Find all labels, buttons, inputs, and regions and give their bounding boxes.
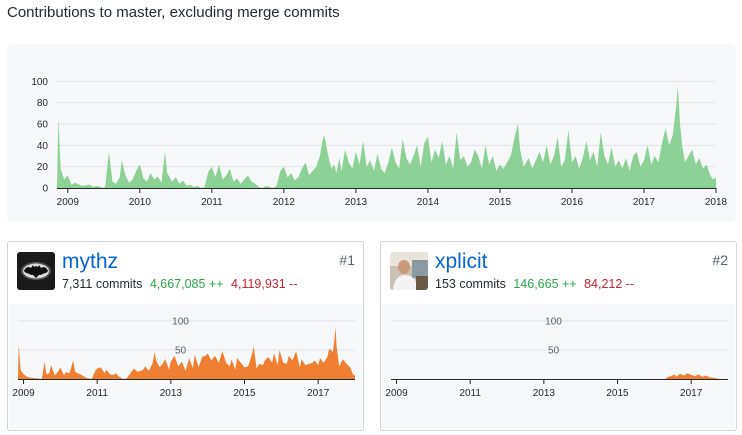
- x-tick-label: 2015: [233, 388, 256, 399]
- x-tick-label: 2016: [561, 197, 584, 208]
- y-tick-label: 100: [545, 316, 562, 327]
- y-tick-label: 50: [175, 345, 187, 356]
- x-tick-label: 2011: [86, 388, 108, 399]
- page-heading: Contributions to master, excluding merge…: [7, 4, 340, 21]
- x-tick-label: 2009: [385, 388, 408, 399]
- commit-count-link[interactable]: 7,311 commits: [62, 277, 143, 291]
- y-tick-label: 50: [548, 345, 560, 356]
- x-tick-label: 2013: [533, 388, 556, 399]
- contributor-card-mythz: mythz 7,311 commits 4,667,085 ++ 4,119,9…: [7, 241, 364, 431]
- contributor-card-xplicit: xplicit 153 commits 146,665 ++ 84,212 --…: [380, 241, 737, 431]
- contributor-chart-mythz[interactable]: 50 100 2009 2011 2013 2015 2017: [9, 304, 362, 428]
- x-tick-label: 2015: [606, 388, 629, 399]
- deletions-count: 84,212 --: [584, 277, 635, 291]
- mini-chart-svg: 50 100 2009 2011 2013 2015 2017: [12, 316, 355, 399]
- additions-count: 146,665 ++: [513, 277, 577, 291]
- contributor-area-mythz: [18, 326, 355, 379]
- contributor-rank: #1: [339, 252, 355, 268]
- deletions-count: 4,119,931 --: [231, 277, 298, 291]
- x-tick-label: 2009: [57, 197, 80, 208]
- y-tick-label: 0: [42, 184, 48, 195]
- contributor-area-xplicit: [665, 373, 721, 379]
- x-tick-label: 2017: [633, 197, 656, 208]
- main-contributions-chart[interactable]: 0 20 40 60 80 100 2009 2010 2011 2012 2013 2014 201…: [7, 44, 736, 222]
- y-tick-label: 100: [172, 316, 189, 327]
- x-tick-label: 2018: [705, 197, 728, 208]
- contributor-stats: 7,311 commits 4,667,085 ++ 4,119,931 --: [62, 277, 298, 291]
- x-tick-label: 2013: [345, 197, 368, 208]
- x-tick-label: 2014: [417, 197, 440, 208]
- person-photo-icon[interactable]: [390, 252, 428, 290]
- y-tick-label: 60: [37, 120, 49, 131]
- x-tick-label: 2017: [680, 388, 703, 399]
- main-chart-svg: 0 20 40 60 80 100 2009 2010 2011 2012 2013 2014 201…: [31, 77, 728, 208]
- x-tick-label: 2012: [273, 197, 296, 208]
- x-tick-label: 2017: [307, 388, 330, 399]
- batman-logo-icon[interactable]: [17, 252, 55, 290]
- y-tick-label: 40: [37, 141, 49, 152]
- main-contributions-area: [57, 85, 716, 188]
- contributor-name-link[interactable]: xplicit: [435, 250, 488, 273]
- contributor-name-link[interactable]: mythz: [62, 250, 119, 273]
- x-tick-label: 2011: [201, 197, 223, 208]
- commit-count-link[interactable]: 153 commits: [435, 277, 506, 291]
- x-tick-label: 2015: [489, 197, 512, 208]
- y-tick-label: 80: [37, 98, 49, 109]
- x-tick-label: 2009: [12, 388, 35, 399]
- mini-chart-svg: 50 100 2009 2011 2013 2015 2017: [385, 316, 728, 399]
- x-tick-label: 2011: [459, 388, 481, 399]
- y-tick-label: 100: [31, 77, 48, 88]
- additions-count: 4,667,085 ++: [149, 277, 224, 291]
- contributor-rank: #2: [712, 252, 728, 268]
- x-tick-label: 2010: [129, 197, 152, 208]
- contributor-chart-xplicit[interactable]: 50 100 2009 2011 2013 2015 2017: [382, 304, 735, 428]
- x-tick-label: 2013: [160, 388, 183, 399]
- contributor-stats: 153 commits 146,665 ++ 84,212 --: [435, 277, 634, 291]
- y-tick-label: 20: [37, 162, 49, 173]
